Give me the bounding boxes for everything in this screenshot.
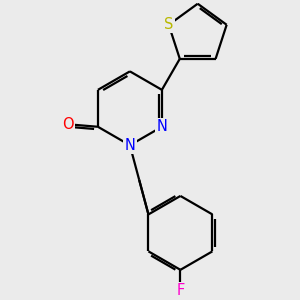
Text: O: O xyxy=(62,117,74,132)
Text: S: S xyxy=(164,17,173,32)
Text: F: F xyxy=(176,284,184,298)
Text: N: N xyxy=(124,138,135,153)
Text: N: N xyxy=(156,119,167,134)
